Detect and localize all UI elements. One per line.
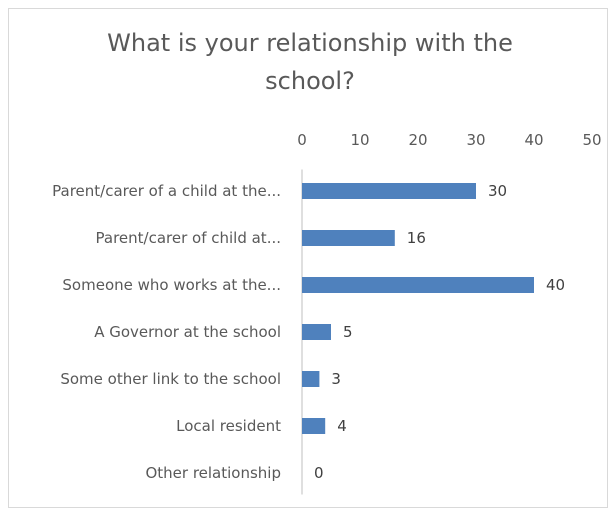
data-label: 30	[488, 182, 507, 200]
x-tick-label: 30	[466, 131, 485, 149]
x-tick-label: 50	[582, 131, 601, 149]
data-label: 16	[407, 229, 426, 247]
data-label: 4	[337, 417, 347, 435]
x-tick-label: 20	[408, 131, 427, 149]
bar	[302, 230, 395, 246]
bar	[302, 183, 476, 199]
data-label: 40	[546, 276, 565, 294]
bar	[302, 371, 320, 387]
bar	[302, 277, 534, 293]
bar	[302, 418, 326, 434]
x-tick-label: 10	[350, 131, 369, 149]
category-label: Other relationship	[145, 464, 281, 482]
category-label: Local resident	[176, 417, 281, 435]
chart-title: What is your relationship with the schoo…	[107, 29, 513, 95]
category-label: Some other link to the school	[60, 370, 281, 388]
x-tick-label: 40	[524, 131, 543, 149]
category-label: Someone who works at the...	[62, 276, 281, 294]
x-tick-label: 0	[297, 131, 307, 149]
data-label: 5	[343, 323, 353, 341]
data-label: 0	[314, 464, 324, 482]
bar	[302, 324, 331, 340]
category-label: A Governor at the school	[94, 323, 281, 341]
category-label: Parent/carer of a child at the...	[52, 182, 281, 200]
category-label: Parent/carer of child at...	[96, 229, 282, 247]
data-label: 3	[331, 370, 341, 388]
